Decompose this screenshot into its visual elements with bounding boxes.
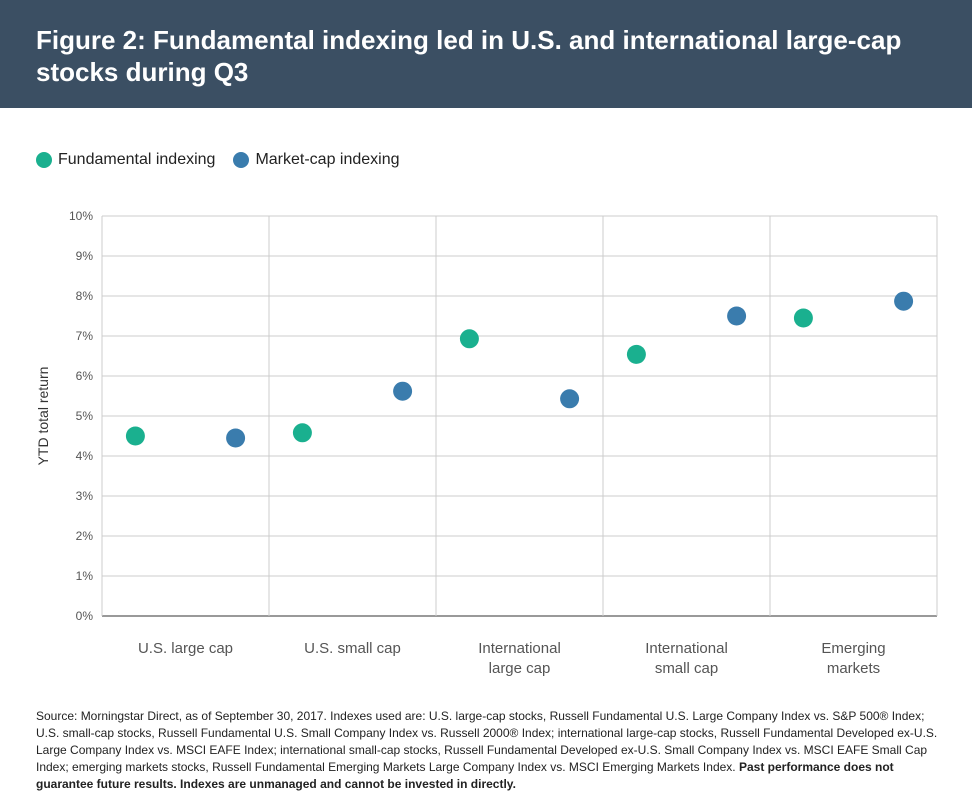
fundamental-point [292,423,312,443]
market-cap-point [727,306,747,326]
y-tick-label: 3% [76,489,94,503]
fundamental-point [626,344,646,364]
legend-marker-market-cap [233,152,250,168]
x-category-label: small cap [655,660,718,677]
market-cap-point [560,389,580,409]
scatter-chart: 0% 1% 2% 3% 4% 5% 6% 7% 8% 9% 10% YTD total return U… [35,209,938,677]
fundamental-point [793,308,813,328]
y-tick-label: 6% [76,369,94,383]
fundamental-point [125,426,145,446]
x-category-label: International [478,640,561,657]
footnote-source-text: Source: Morningstar Direct, as of Septem… [36,709,938,774]
legend-item-market-cap: Market-cap indexing [233,151,400,169]
x-category-label: Emerging [821,640,885,657]
market-cap-point [226,428,246,448]
legend-label-fundamental: Fundamental indexing [58,151,216,168]
chart-legend: Fundamental indexing Market-cap indexing [36,148,418,172]
y-tick-label: 1% [76,569,94,583]
legend-marker-fundamental [36,152,52,168]
y-axis-title: YTD total return [35,367,51,466]
y-tick-label: 10% [69,209,93,223]
x-category-label: U.S. large cap [138,640,233,657]
legend-label-market-cap: Market-cap indexing [255,151,400,168]
page-title: Figure 2: Fundamental indexing led in U.… [36,25,902,87]
y-tick-label: 7% [76,329,94,343]
y-tick-label: 0% [76,609,94,623]
x-category-label: International [645,640,728,657]
footnote-disclaimer: Past performance does not guarantee futu… [36,760,894,791]
y-tick-label: 4% [76,449,94,463]
y-tick-label: 9% [76,249,94,263]
header-banner: Figure 2: Fundamental indexing led in U.… [0,0,972,108]
y-tick-label: 5% [76,409,94,423]
x-category-label: markets [827,660,880,677]
market-cap-point [393,381,413,401]
x-category-label: U.S. small cap [304,640,401,657]
source-footnote: Source: Morningstar Direct, as of Septem… [36,708,941,793]
fundamental-point [459,329,479,349]
y-tick-label: 2% [76,529,94,543]
legend-item-fundamental: Fundamental indexing [36,151,215,169]
x-category-label: large cap [489,660,551,677]
y-tick-label: 8% [76,289,94,303]
market-cap-point [894,291,914,311]
